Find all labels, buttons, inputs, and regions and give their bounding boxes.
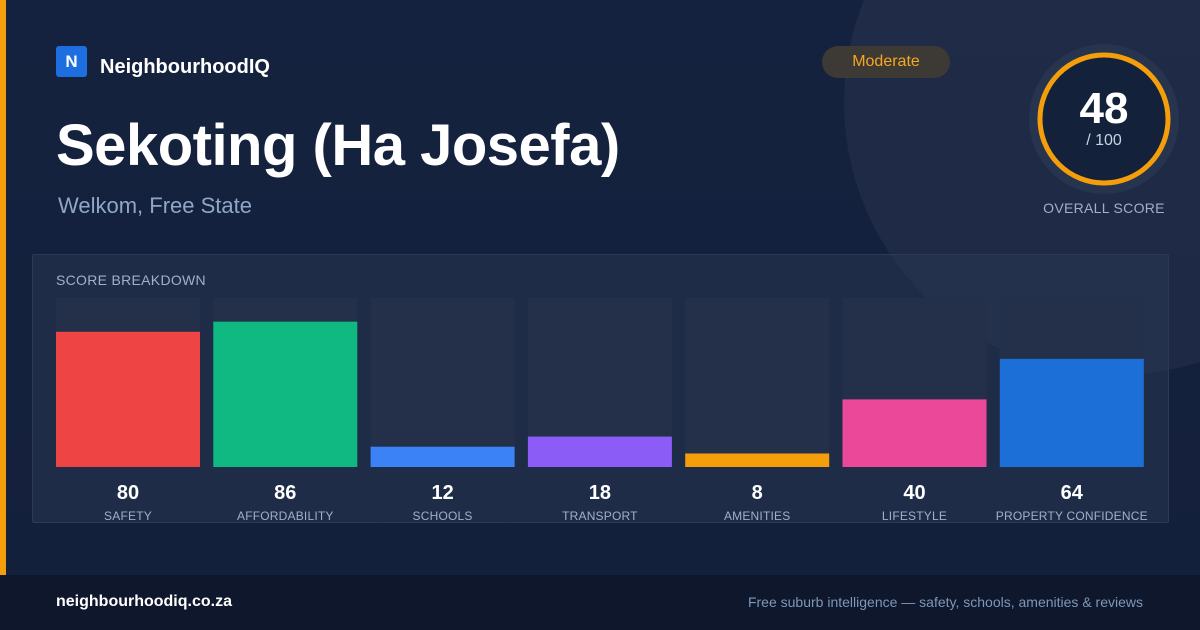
score-breakdown-title: SCORE BREAKDOWN: [56, 272, 206, 288]
brand-name: NeighbourhoodIQ: [100, 56, 270, 78]
bar-value-label: 86: [274, 482, 296, 504]
bar-value-label: 40: [903, 482, 925, 504]
overall-score-label: OVERALL SCORE: [1043, 200, 1165, 216]
bar-category-label: TRANSPORT: [562, 509, 638, 523]
bar-safety: [56, 331, 200, 467]
bar-amenities: [685, 453, 830, 467]
bar-affordability: [213, 321, 358, 467]
bar-schools: [370, 446, 515, 467]
bar-transport: [527, 436, 672, 467]
bar-category-label: AMENITIES: [724, 509, 790, 523]
bar-value-label: 8: [752, 482, 763, 504]
score-ring-inner: [1042, 57, 1166, 181]
bar-value-label: 18: [589, 482, 611, 504]
bar-value-label: 12: [431, 482, 453, 504]
footer: [0, 575, 1200, 630]
score-ring-arc: [1037, 52, 1171, 186]
accent-bar: [0, 0, 6, 575]
bar-value-label: 80: [117, 482, 139, 504]
overall-score-max: / 100: [1086, 132, 1122, 149]
bar-property-confidence: [999, 358, 1144, 467]
location-subtitle: Welkom, Free State: [58, 193, 252, 218]
suburb-title: Sekoting (Ha Josefa): [56, 113, 620, 178]
bar-track-2: [370, 298, 515, 467]
footer-tagline: Free suburb intelligence — safety, schoo…: [747, 594, 1143, 610]
rating-badge: Moderate: [822, 46, 950, 78]
bar-category-label: PROPERTY CONFIDENCE: [996, 509, 1148, 523]
bar-category-label: SAFETY: [104, 509, 152, 523]
bar-lifestyle: [842, 399, 987, 467]
bar-category-label: AFFORDABILITY: [237, 509, 334, 523]
bar-track-4: [685, 298, 830, 467]
bar-category-label: LIFESTYLE: [882, 509, 947, 523]
logo-icon: N: [56, 46, 87, 77]
overall-score-value: 48: [1079, 84, 1129, 133]
bar-value-label: 64: [1061, 482, 1084, 504]
bar-category-label: SCHOOLS: [413, 509, 473, 523]
footer-domain-link[interactable]: neighbourhoodiq.co.za: [56, 593, 232, 610]
overall-score-ring: [1029, 44, 1179, 194]
